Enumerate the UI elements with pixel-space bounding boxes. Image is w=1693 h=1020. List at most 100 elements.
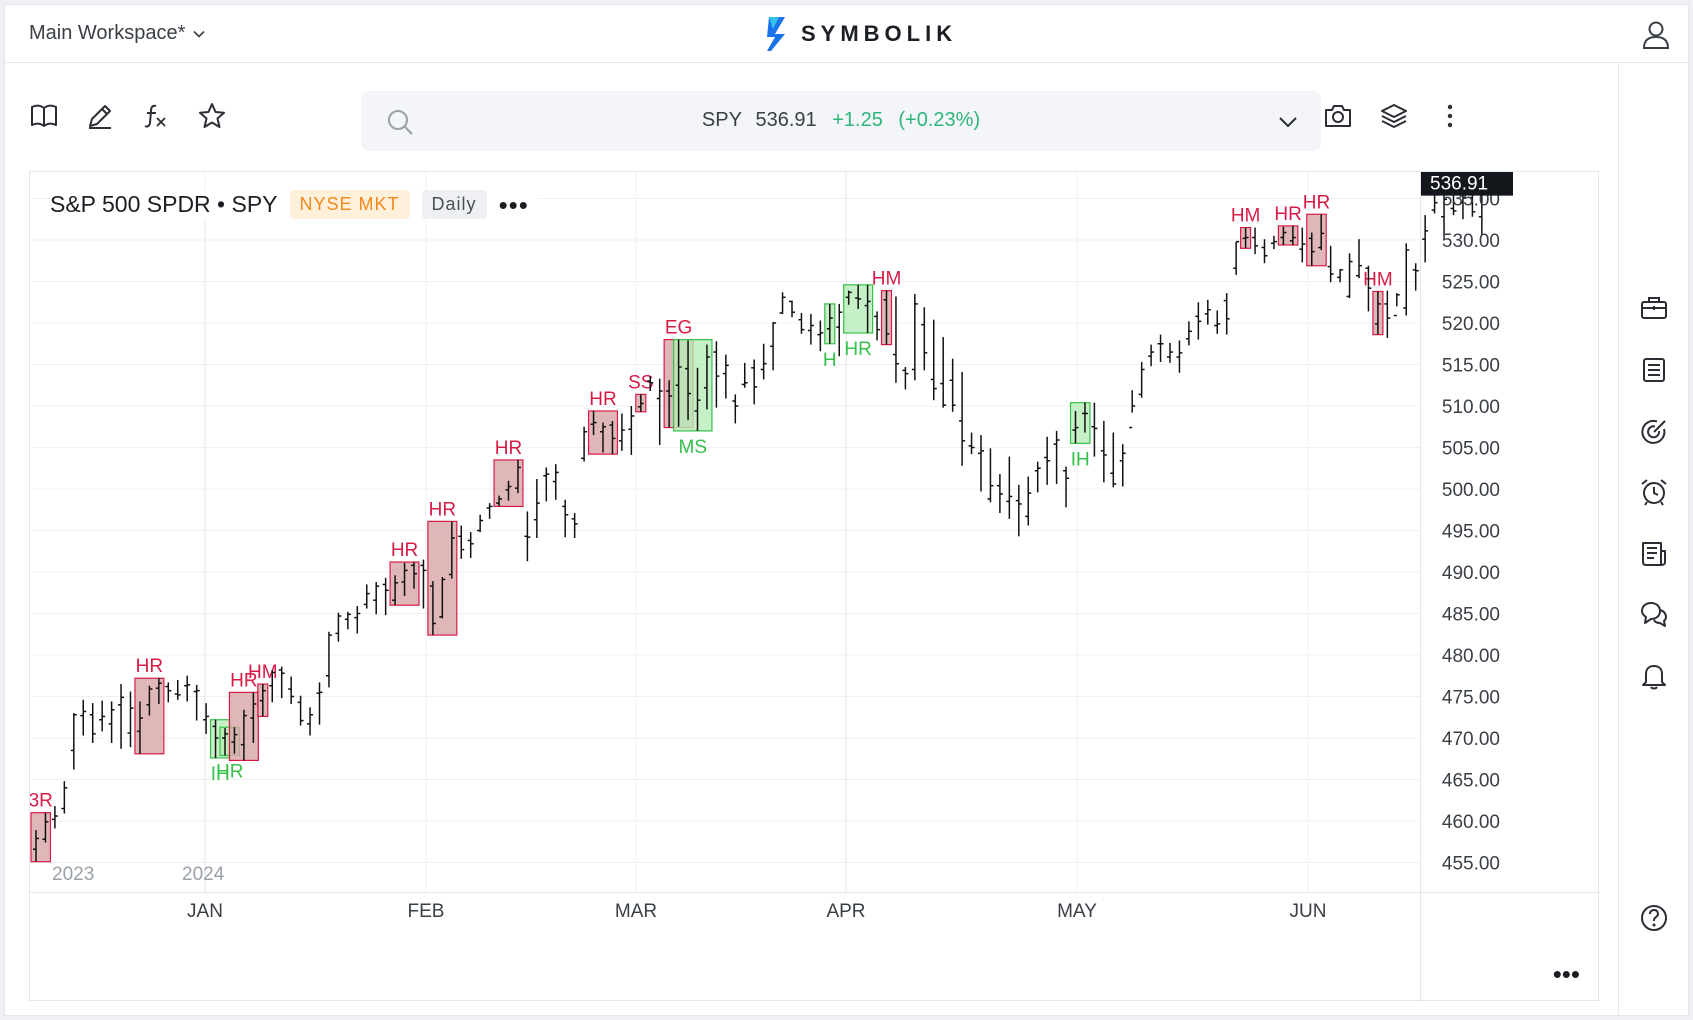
pattern-label: HR	[1274, 204, 1301, 225]
ohlc-bar	[439, 576, 446, 619]
pattern-label: HM	[1363, 269, 1393, 290]
ohlc-bar	[1138, 362, 1145, 398]
more-horizontal-icon[interactable]: •••	[498, 189, 529, 220]
layers-icon[interactable]	[1379, 101, 1409, 131]
ohlc-bar	[363, 584, 370, 609]
more-vertical-icon[interactable]	[1435, 101, 1465, 131]
ohlc-bar	[789, 300, 795, 318]
ohlc-bar	[307, 707, 314, 736]
ohlc-bar	[722, 354, 729, 399]
price-tick-label: 530.00	[1442, 231, 1500, 252]
pattern-label: HR	[495, 438, 522, 459]
ohlc-bar	[1063, 466, 1070, 508]
ohlc-bar	[618, 413, 625, 451]
alarm-icon[interactable]	[1639, 477, 1669, 507]
ohlc-bar	[883, 290, 890, 345]
ohlc-bar	[1431, 194, 1438, 214]
camera-icon[interactable]	[1323, 101, 1353, 131]
ohlc-bar	[855, 284, 862, 309]
pattern-label: HR	[216, 761, 243, 782]
ohlc-bar	[921, 307, 928, 371]
chart-panel[interactable]: 3R HR IH HR HR HM HR HR HR HR SS EG MS H HR HM IH HM HR HR H…	[29, 171, 1600, 1002]
ohlc-bar	[1110, 432, 1117, 488]
symbol-quote: SPY 536.91 +1.25 (+0.23%)	[361, 109, 1321, 132]
price-tick-label: 475.00	[1442, 688, 1500, 709]
price-tick-label: 455.00	[1442, 854, 1500, 875]
ohlc-bar	[1242, 227, 1249, 249]
ohlc-bar	[770, 322, 777, 371]
month-label: FEB	[408, 901, 445, 922]
price-tick-label: 480.00	[1442, 646, 1500, 667]
ohlc-bar	[552, 464, 559, 500]
price-tick-label: 465.00	[1442, 771, 1500, 792]
news-icon[interactable]	[1639, 539, 1669, 569]
target-icon[interactable]	[1639, 417, 1669, 447]
ohlc-bar	[703, 344, 710, 410]
ohlc-bar	[108, 701, 115, 743]
ohlc-bar	[89, 703, 96, 743]
ohlc-bar	[1233, 240, 1240, 275]
bell-icon[interactable]	[1639, 661, 1669, 691]
ohlc-bar	[543, 467, 550, 502]
ohlc-bar	[1384, 290, 1391, 338]
chart-toolbar: SPY 536.91 +1.25 (+0.23%)	[5, 63, 1619, 163]
pattern-box	[1277, 225, 1299, 246]
chat-icon[interactable]	[1639, 599, 1669, 629]
ohlc-bar	[467, 532, 474, 558]
chart-header: S&P 500 SPDR • SPY NYSE MKT Daily •••	[50, 190, 539, 219]
function-icon[interactable]	[141, 101, 171, 131]
ohlc-bar	[193, 684, 200, 721]
timeframe-badge[interactable]: Daily	[421, 190, 487, 219]
chevron-down-icon[interactable]	[1277, 111, 1299, 133]
ohlc-bar	[760, 343, 767, 380]
ohlc-bar	[949, 358, 956, 412]
ohlc-bar	[259, 684, 266, 717]
ohlc-bar	[420, 559, 427, 609]
ohlc-bar	[1006, 456, 1013, 519]
ohlc-bar	[996, 474, 1003, 514]
ohlc-bar	[269, 669, 276, 703]
ohlc-bar	[70, 713, 77, 770]
ohlc-bar	[1261, 239, 1268, 264]
star-icon[interactable]	[197, 101, 227, 131]
price-tick-label: 515.00	[1442, 356, 1500, 377]
ohlc-bar	[411, 562, 417, 589]
briefcase-icon[interactable]	[1639, 293, 1669, 323]
help-icon[interactable]	[1639, 903, 1669, 933]
ohlc-bar	[600, 422, 606, 453]
ohlc-bar	[609, 420, 616, 455]
workspace-selector[interactable]: Main Workspace*	[29, 22, 205, 45]
ohlc-bar	[1091, 402, 1098, 457]
ohlc-bar	[335, 612, 342, 642]
ohlc-bar	[80, 699, 87, 736]
ohlc-bar	[61, 781, 68, 814]
ohlc-bar	[1214, 310, 1221, 334]
ohlc-bar	[392, 575, 399, 606]
ohlc-bar	[1308, 232, 1315, 266]
month-label: JUN	[1290, 901, 1327, 922]
ohlc-bar	[1403, 243, 1410, 316]
ohlc-bar	[382, 577, 389, 616]
month-label: JAN	[187, 901, 223, 922]
user-icon[interactable]	[1640, 19, 1672, 51]
ohlc-bar	[1053, 430, 1060, 485]
chart-settings-icon[interactable]: •••	[1552, 959, 1580, 989]
list-icon[interactable]	[1639, 355, 1669, 385]
ohlc-bar	[1280, 226, 1287, 245]
ohlc-bar	[1270, 235, 1277, 250]
ohlc-bar	[316, 682, 323, 725]
ohlc-bar	[250, 692, 257, 743]
logo-icon	[767, 17, 785, 51]
ohlc-bar	[136, 701, 143, 754]
ohlc-bar	[892, 296, 899, 383]
ohlc-bar	[1441, 191, 1448, 236]
pencil-icon[interactable]	[85, 101, 115, 131]
ohlc-bar	[911, 293, 918, 381]
symbol-search-bar[interactable]: SPY 536.91 +1.25 (+0.23%)	[361, 91, 1321, 151]
pattern-label: MS	[679, 437, 708, 458]
ohlc-bar	[288, 676, 295, 704]
price-tick-label: 470.00	[1442, 729, 1500, 750]
exchange-badge: NYSE MKT	[289, 190, 410, 219]
book-icon[interactable]	[29, 101, 59, 131]
